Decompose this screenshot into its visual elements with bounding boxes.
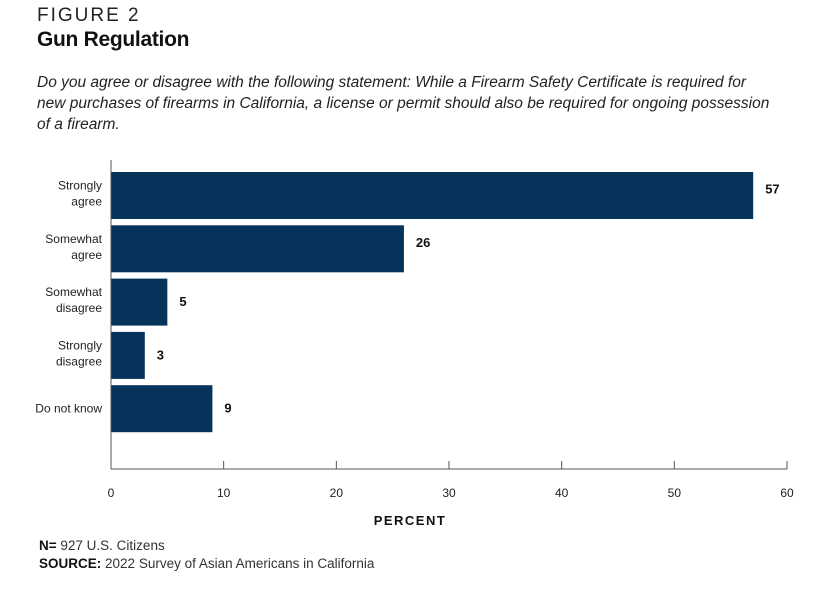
category-label-3: Strongly disagree [56, 338, 102, 368]
source-label: SOURCE: [39, 556, 102, 571]
data-label-4: 9 [224, 401, 231, 416]
x-axis-label: PERCENT [374, 513, 447, 528]
bar-0 [111, 172, 754, 219]
source-value: 2022 Survey of Asian Americans in Califo… [105, 556, 375, 571]
category-label-2: Somewhat disagree [45, 285, 102, 315]
axis-layer: 0 10 20 30 40 50 60 [108, 160, 794, 500]
bar-2 [111, 278, 168, 326]
figure-label: FIGURE 2 [37, 5, 141, 26]
n-label: N= [39, 538, 57, 553]
category-label-4: Do not know [35, 402, 102, 416]
survey-question: Do you agree or disagree with the follow… [37, 74, 770, 133]
bars-layer: 57 Strongly agree 26 Somewhat agree 5 Somewhat d… [35, 172, 780, 433]
x-tick-label-30: 30 [442, 486, 456, 500]
x-tick-label-20: 20 [330, 486, 344, 500]
source-note: SOURCE: 2022 Survey of Asian Americans i… [39, 556, 374, 571]
data-label-0: 57 [765, 182, 779, 197]
data-label-3: 3 [157, 347, 164, 362]
x-tick-label-50: 50 [668, 486, 682, 500]
chart-title: Gun Regulation [37, 28, 190, 51]
bar-3 [111, 331, 145, 379]
x-tick-label-10: 10 [217, 486, 231, 500]
n-value: 927 U.S. Citizens [60, 538, 165, 553]
bar-4 [111, 385, 213, 433]
category-label-1: Somewhat agree [45, 232, 102, 262]
sample-size-note: N= 927 U.S. Citizens [39, 538, 165, 553]
x-tick-label-40: 40 [555, 486, 569, 500]
data-label-2: 5 [179, 294, 186, 309]
x-tick-label-60: 60 [780, 486, 794, 500]
bar-1 [111, 225, 404, 273]
data-label-1: 26 [416, 235, 430, 250]
category-label-0: Strongly agree [58, 179, 102, 209]
x-tick-label-0: 0 [108, 486, 115, 500]
